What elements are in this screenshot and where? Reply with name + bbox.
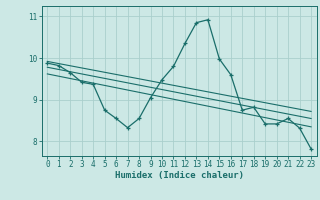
X-axis label: Humidex (Indice chaleur): Humidex (Indice chaleur) xyxy=(115,171,244,180)
